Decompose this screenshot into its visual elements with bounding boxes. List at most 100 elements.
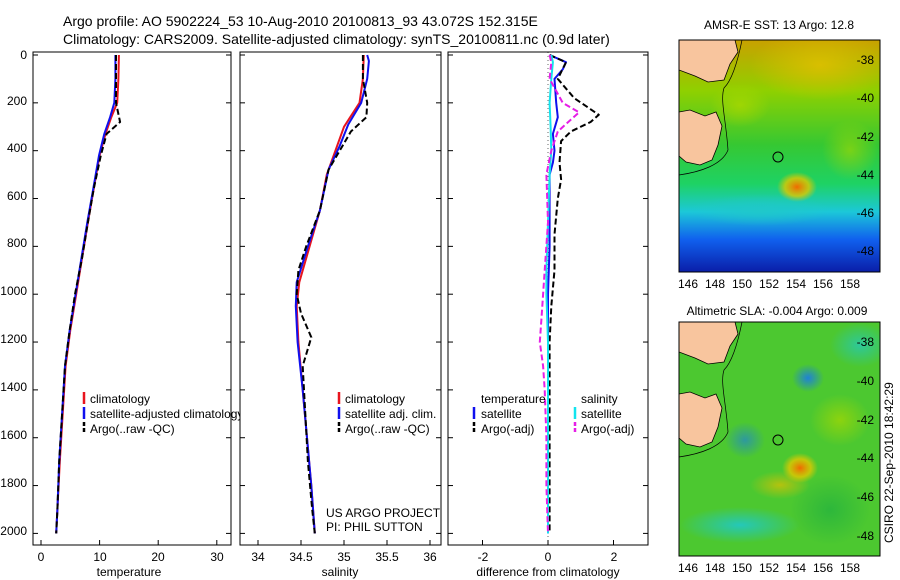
sst-lon-154: 154 bbox=[786, 277, 806, 291]
temperature-xlabel: temperature bbox=[97, 565, 162, 579]
legend-label-argo: Argo(..raw -QC) bbox=[90, 422, 175, 436]
sla-yellow-patch bbox=[750, 471, 810, 499]
sla-coastline-tasmania bbox=[679, 391, 723, 448]
depth-tick-1800: 1800 bbox=[0, 476, 27, 490]
sla-map-panel: Altimetric SLA: -0.004 Argo: 0.009 -38 -… bbox=[678, 304, 881, 575]
series-line-temperature-argo-adj- bbox=[548, 54, 600, 534]
sla-lime-patch bbox=[810, 394, 870, 446]
legend-title-temperature: temperature bbox=[481, 392, 546, 406]
sst-shelf-contour bbox=[679, 40, 743, 176]
salinity-panel: 34 34.5 35 35.5 36 salinity climatology … bbox=[239, 51, 442, 579]
legend-label-satellite: satellite-adjusted climatology bbox=[90, 407, 243, 421]
sla-blue-low-2 bbox=[725, 422, 765, 458]
depth-tick-600: 600 bbox=[7, 189, 27, 203]
temp-tick-30: 30 bbox=[210, 550, 224, 564]
legend-label-satellite: satellite adj. clim. bbox=[345, 407, 436, 421]
sla-lat-42: -42 bbox=[857, 413, 875, 427]
sst-lat-38: -38 bbox=[857, 53, 875, 67]
sst-lat-48: -48 bbox=[857, 244, 875, 258]
sla-lon-154: 154 bbox=[786, 561, 806, 575]
sst-lon-ticks: 146 148 150 152 154 156 158 bbox=[678, 277, 860, 291]
sst-lon-146: 146 bbox=[678, 277, 698, 291]
sla-map-title: Altimetric SLA: -0.004 Argo: 0.009 bbox=[687, 304, 868, 318]
sla-cyan-band bbox=[680, 507, 800, 543]
temp-tick-10: 10 bbox=[93, 550, 107, 564]
sst-warm-band-north bbox=[750, 40, 880, 100]
sst-lon-152: 152 bbox=[759, 277, 779, 291]
sst-map-title: AMSR-E SST: 13 Argo: 12.8 bbox=[704, 18, 854, 32]
sal-tick-35: 35 bbox=[337, 550, 351, 564]
sla-lat-48: -48 bbox=[857, 529, 875, 543]
diff-tick-0: 0 bbox=[545, 550, 552, 564]
argo-float-marker bbox=[772, 434, 784, 446]
sst-lon-150: 150 bbox=[732, 277, 752, 291]
difference-panel: -2 0 2 difference from climatology tempe… bbox=[447, 51, 649, 579]
legend-label-temp-satellite: satellite bbox=[481, 407, 522, 421]
depth-axis-labels: 0 200 400 600 800 1000 1200 1400 1600 18… bbox=[0, 48, 27, 538]
difference-series-layer bbox=[448, 54, 648, 545]
sla-shelf-contour bbox=[679, 322, 743, 458]
sla-cyan-patch bbox=[830, 323, 880, 367]
salinity-legend: climatology satellite adj. clim. Argo(..… bbox=[337, 392, 436, 436]
sla-lon-156: 156 bbox=[813, 561, 833, 575]
sst-lat-ticks: -38 -40 -42 -44 -46 -48 bbox=[857, 53, 875, 258]
sla-lat-44: -44 bbox=[857, 451, 875, 465]
pi-credit: PI: PHIL SUTTON bbox=[326, 520, 423, 534]
sst-lon-156: 156 bbox=[813, 277, 833, 291]
figure-title-line2: Climatology: CARS2009. Satellite-adjuste… bbox=[63, 31, 610, 47]
sst-warm-eddy bbox=[777, 172, 817, 202]
temperature-legend: climatology satellite-adjusted climatolo… bbox=[82, 392, 243, 436]
difference-x-ticks: -2 0 2 bbox=[478, 550, 618, 564]
depth-tick-1200: 1200 bbox=[0, 332, 27, 346]
sal-tick-34-5: 34.5 bbox=[289, 550, 313, 564]
figure-title-line1: Argo profile: AO 5902224_53 10-Aug-2010 … bbox=[63, 13, 538, 29]
salinity-xlabel: salinity bbox=[322, 565, 359, 579]
sla-coastline-mainland bbox=[679, 322, 739, 365]
temperature-axes-box bbox=[32, 51, 232, 546]
depth-tick-0: 0 bbox=[20, 48, 27, 62]
sst-lat-42: -42 bbox=[857, 130, 875, 144]
sla-lon-158: 158 bbox=[840, 561, 860, 575]
sst-lat-40: -40 bbox=[857, 91, 875, 105]
argo-float-marker bbox=[772, 151, 784, 163]
temperature-series-layer bbox=[33, 54, 231, 545]
depth-tick-200: 200 bbox=[7, 94, 27, 108]
sla-green-patch bbox=[790, 475, 870, 545]
depth-tick-400: 400 bbox=[7, 141, 27, 155]
sla-lon-146: 146 bbox=[678, 561, 698, 575]
sla-map-frame bbox=[678, 321, 881, 557]
salinity-axes-box bbox=[239, 51, 442, 546]
difference-legend: temperature satellite Argo(-adj) salinit… bbox=[472, 392, 634, 436]
sst-lon-148: 148 bbox=[705, 277, 725, 291]
sst-lime-patch-2 bbox=[822, 120, 878, 180]
diff-tick-2: 2 bbox=[611, 550, 618, 564]
sla-lat-40: -40 bbox=[857, 374, 875, 388]
depth-tick-1400: 1400 bbox=[0, 380, 27, 394]
sla-lon-ticks: 146 148 150 152 154 156 158 bbox=[678, 561, 860, 575]
sla-blue-low-1 bbox=[792, 364, 824, 392]
sla-lat-38: -38 bbox=[857, 335, 875, 349]
legend-label-temp-argo: Argo(-adj) bbox=[481, 422, 534, 436]
sst-map-panel: AMSR-E SST: 13 Argo: 12.8 -38 -40 -42 -4… bbox=[678, 18, 881, 291]
depth-tick-1600: 1600 bbox=[0, 428, 27, 442]
temperature-x-ticks: 0 10 20 30 bbox=[38, 550, 224, 564]
temp-tick-0: 0 bbox=[38, 550, 45, 564]
legend-label-climatology: climatology bbox=[345, 392, 405, 406]
temp-tick-20: 20 bbox=[151, 550, 165, 564]
sla-lon-152: 152 bbox=[759, 561, 779, 575]
sal-tick-36: 36 bbox=[423, 550, 437, 564]
difference-xlabel: difference from climatology bbox=[476, 565, 619, 579]
sst-lat-46: -46 bbox=[857, 206, 875, 220]
salinity-series-layer bbox=[240, 54, 441, 545]
project-credit: US ARGO PROJECT bbox=[326, 506, 441, 520]
temperature-panel: 0 10 20 30 temperature climatology satel… bbox=[32, 51, 243, 579]
csiro-timestamp: CSIRO 22-Sep-2010 18:42:29 bbox=[882, 382, 896, 543]
sst-lime-patch bbox=[710, 83, 770, 127]
series-line-salinity-argo-adj- bbox=[538, 54, 581, 534]
depth-tick-800: 800 bbox=[7, 236, 27, 250]
sst-cool-tongue bbox=[690, 194, 830, 226]
legend-title-salinity: salinity bbox=[581, 392, 618, 406]
sla-lon-148: 148 bbox=[705, 561, 725, 575]
sla-lon-150: 150 bbox=[732, 561, 752, 575]
